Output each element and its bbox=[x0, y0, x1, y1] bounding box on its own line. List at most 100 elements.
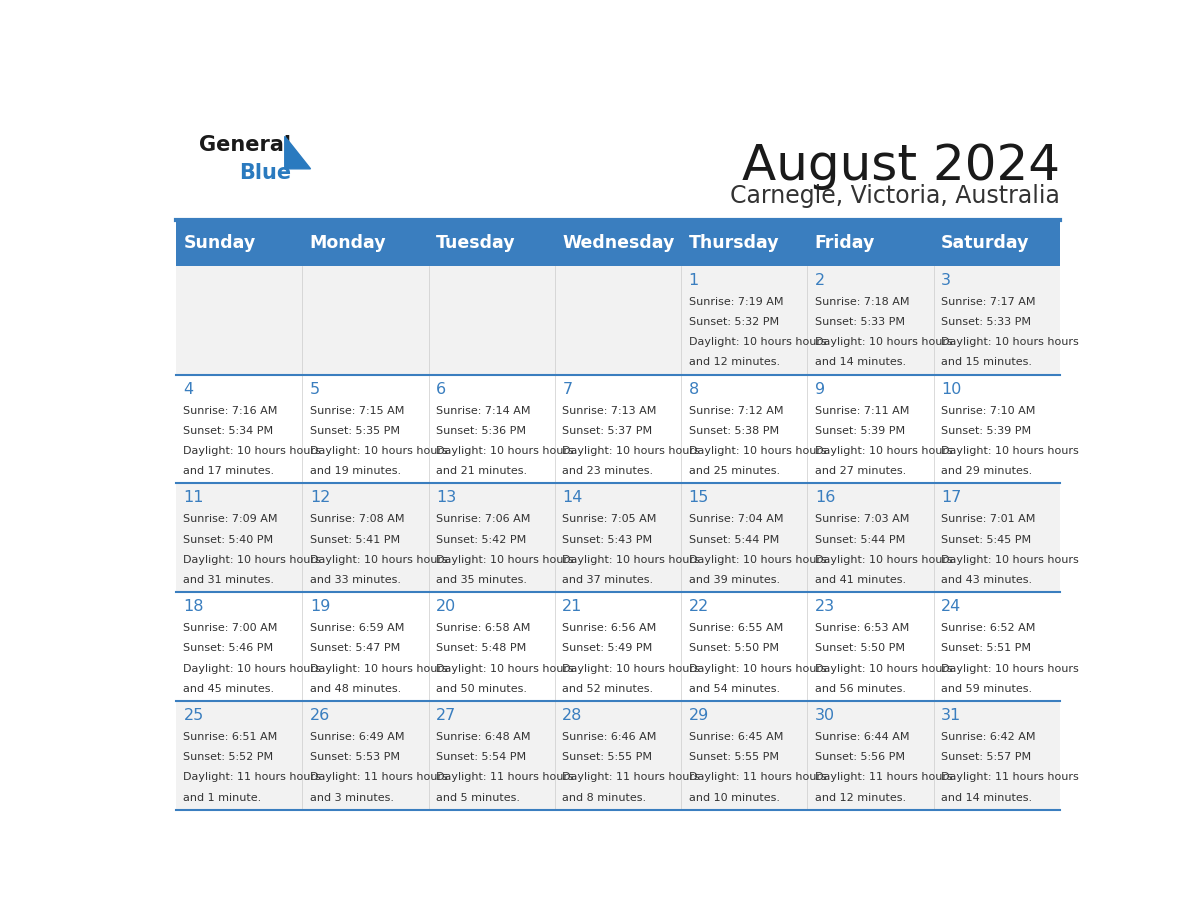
Text: Daylight: 11 hours hours: Daylight: 11 hours hours bbox=[436, 772, 574, 782]
Text: Daylight: 10 hours hours: Daylight: 10 hours hours bbox=[310, 446, 448, 456]
Text: Sunset: 5:46 PM: Sunset: 5:46 PM bbox=[183, 644, 273, 654]
Text: Daylight: 10 hours hours: Daylight: 10 hours hours bbox=[310, 664, 448, 674]
Text: Sunset: 5:50 PM: Sunset: 5:50 PM bbox=[689, 644, 778, 654]
Text: Sunrise: 6:44 AM: Sunrise: 6:44 AM bbox=[815, 733, 909, 742]
Text: and 5 minutes.: and 5 minutes. bbox=[436, 792, 520, 802]
Text: Sunset: 5:38 PM: Sunset: 5:38 PM bbox=[689, 426, 778, 436]
Text: Sunrise: 6:52 AM: Sunrise: 6:52 AM bbox=[941, 623, 1036, 633]
Text: Sunrise: 7:06 AM: Sunrise: 7:06 AM bbox=[436, 514, 530, 524]
Text: and 19 minutes.: and 19 minutes. bbox=[310, 466, 400, 476]
Text: and 45 minutes.: and 45 minutes. bbox=[183, 684, 274, 694]
Text: Daylight: 10 hours hours: Daylight: 10 hours hours bbox=[815, 554, 953, 565]
Text: Sunrise: 7:04 AM: Sunrise: 7:04 AM bbox=[689, 514, 783, 524]
Text: and 31 minutes.: and 31 minutes. bbox=[183, 575, 274, 585]
Text: Daylight: 10 hours hours: Daylight: 10 hours hours bbox=[941, 446, 1079, 456]
Text: Daylight: 10 hours hours: Daylight: 10 hours hours bbox=[183, 554, 321, 565]
Bar bbox=[176, 701, 1060, 810]
Bar bbox=[176, 265, 1060, 375]
Text: and 27 minutes.: and 27 minutes. bbox=[815, 466, 906, 476]
Text: and 15 minutes.: and 15 minutes. bbox=[941, 357, 1032, 367]
Text: Sunset: 5:47 PM: Sunset: 5:47 PM bbox=[310, 644, 400, 654]
Text: Sunset: 5:44 PM: Sunset: 5:44 PM bbox=[815, 534, 905, 544]
Text: Daylight: 11 hours hours: Daylight: 11 hours hours bbox=[941, 772, 1079, 782]
Text: and 14 minutes.: and 14 minutes. bbox=[941, 792, 1032, 802]
Text: Sunset: 5:39 PM: Sunset: 5:39 PM bbox=[815, 426, 905, 436]
Text: Sunset: 5:49 PM: Sunset: 5:49 PM bbox=[562, 644, 652, 654]
Text: Daylight: 10 hours hours: Daylight: 10 hours hours bbox=[562, 664, 700, 674]
Text: and 52 minutes.: and 52 minutes. bbox=[562, 684, 653, 694]
Text: and 25 minutes.: and 25 minutes. bbox=[689, 466, 779, 476]
Text: Sunset: 5:32 PM: Sunset: 5:32 PM bbox=[689, 317, 778, 327]
Text: 14: 14 bbox=[562, 490, 582, 506]
Text: Sunset: 5:57 PM: Sunset: 5:57 PM bbox=[941, 753, 1031, 762]
Text: and 41 minutes.: and 41 minutes. bbox=[815, 575, 906, 585]
Text: 18: 18 bbox=[183, 599, 204, 614]
Text: Sunset: 5:43 PM: Sunset: 5:43 PM bbox=[562, 534, 652, 544]
Text: 6: 6 bbox=[436, 382, 447, 397]
Text: Sunrise: 6:55 AM: Sunrise: 6:55 AM bbox=[689, 623, 783, 633]
Text: Daylight: 10 hours hours: Daylight: 10 hours hours bbox=[689, 446, 827, 456]
Text: Sunrise: 7:10 AM: Sunrise: 7:10 AM bbox=[941, 406, 1036, 416]
Text: 3: 3 bbox=[941, 273, 952, 287]
Text: 28: 28 bbox=[562, 708, 582, 723]
Text: 19: 19 bbox=[310, 599, 330, 614]
Text: Daylight: 11 hours hours: Daylight: 11 hours hours bbox=[562, 772, 700, 782]
Text: August 2024: August 2024 bbox=[742, 142, 1060, 190]
Text: Sunset: 5:55 PM: Sunset: 5:55 PM bbox=[562, 753, 652, 762]
Text: Tuesday: Tuesday bbox=[436, 234, 516, 252]
Text: 8: 8 bbox=[689, 382, 699, 397]
Text: Sunrise: 7:14 AM: Sunrise: 7:14 AM bbox=[436, 406, 531, 416]
Text: Sunset: 5:44 PM: Sunset: 5:44 PM bbox=[689, 534, 779, 544]
Text: Sunrise: 7:12 AM: Sunrise: 7:12 AM bbox=[689, 406, 783, 416]
Text: 17: 17 bbox=[941, 490, 961, 506]
Text: Sunset: 5:42 PM: Sunset: 5:42 PM bbox=[436, 534, 526, 544]
Text: Sunrise: 6:49 AM: Sunrise: 6:49 AM bbox=[310, 733, 404, 742]
Text: and 14 minutes.: and 14 minutes. bbox=[815, 357, 906, 367]
Text: Daylight: 10 hours hours: Daylight: 10 hours hours bbox=[689, 337, 827, 347]
Text: Sunset: 5:41 PM: Sunset: 5:41 PM bbox=[310, 534, 400, 544]
Text: Sunrise: 7:08 AM: Sunrise: 7:08 AM bbox=[310, 514, 404, 524]
Text: Sunrise: 7:09 AM: Sunrise: 7:09 AM bbox=[183, 514, 278, 524]
Text: Blue: Blue bbox=[239, 163, 291, 184]
Text: Daylight: 11 hours hours: Daylight: 11 hours hours bbox=[689, 772, 827, 782]
Text: and 10 minutes.: and 10 minutes. bbox=[689, 792, 779, 802]
Text: Daylight: 10 hours hours: Daylight: 10 hours hours bbox=[815, 337, 953, 347]
Text: Daylight: 11 hours hours: Daylight: 11 hours hours bbox=[310, 772, 448, 782]
Text: Daylight: 11 hours hours: Daylight: 11 hours hours bbox=[815, 772, 953, 782]
Text: Sunrise: 6:46 AM: Sunrise: 6:46 AM bbox=[562, 733, 657, 742]
Text: Sunrise: 7:11 AM: Sunrise: 7:11 AM bbox=[815, 406, 909, 416]
Text: Daylight: 10 hours hours: Daylight: 10 hours hours bbox=[941, 664, 1079, 674]
Text: and 48 minutes.: and 48 minutes. bbox=[310, 684, 402, 694]
Text: Saturday: Saturday bbox=[941, 234, 1030, 252]
Text: Sunset: 5:48 PM: Sunset: 5:48 PM bbox=[436, 644, 526, 654]
Text: and 54 minutes.: and 54 minutes. bbox=[689, 684, 779, 694]
Text: and 37 minutes.: and 37 minutes. bbox=[562, 575, 653, 585]
Polygon shape bbox=[285, 136, 310, 169]
Text: General: General bbox=[200, 135, 291, 155]
Text: and 29 minutes.: and 29 minutes. bbox=[941, 466, 1032, 476]
Text: and 23 minutes.: and 23 minutes. bbox=[562, 466, 653, 476]
Text: Sunset: 5:37 PM: Sunset: 5:37 PM bbox=[562, 426, 652, 436]
Text: Sunrise: 6:53 AM: Sunrise: 6:53 AM bbox=[815, 623, 909, 633]
Text: 23: 23 bbox=[815, 599, 835, 614]
Text: 5: 5 bbox=[310, 382, 320, 397]
Text: and 3 minutes.: and 3 minutes. bbox=[310, 792, 393, 802]
Text: Daylight: 10 hours hours: Daylight: 10 hours hours bbox=[689, 664, 827, 674]
Text: Sunday: Sunday bbox=[183, 234, 255, 252]
Text: Sunrise: 7:13 AM: Sunrise: 7:13 AM bbox=[562, 406, 657, 416]
Text: 15: 15 bbox=[689, 490, 709, 506]
Text: and 17 minutes.: and 17 minutes. bbox=[183, 466, 274, 476]
Text: Sunrise: 6:56 AM: Sunrise: 6:56 AM bbox=[562, 623, 657, 633]
Text: and 12 minutes.: and 12 minutes. bbox=[689, 357, 779, 367]
Bar bbox=[176, 484, 1060, 592]
Text: and 43 minutes.: and 43 minutes. bbox=[941, 575, 1032, 585]
Text: Sunrise: 7:05 AM: Sunrise: 7:05 AM bbox=[562, 514, 657, 524]
Text: Daylight: 10 hours hours: Daylight: 10 hours hours bbox=[183, 664, 321, 674]
Text: Sunset: 5:55 PM: Sunset: 5:55 PM bbox=[689, 753, 778, 762]
Text: Thursday: Thursday bbox=[689, 234, 779, 252]
Bar bbox=[176, 592, 1060, 701]
Text: Sunset: 5:34 PM: Sunset: 5:34 PM bbox=[183, 426, 273, 436]
Text: Sunrise: 6:59 AM: Sunrise: 6:59 AM bbox=[310, 623, 404, 633]
Text: Sunset: 5:36 PM: Sunset: 5:36 PM bbox=[436, 426, 526, 436]
Text: 10: 10 bbox=[941, 382, 961, 397]
